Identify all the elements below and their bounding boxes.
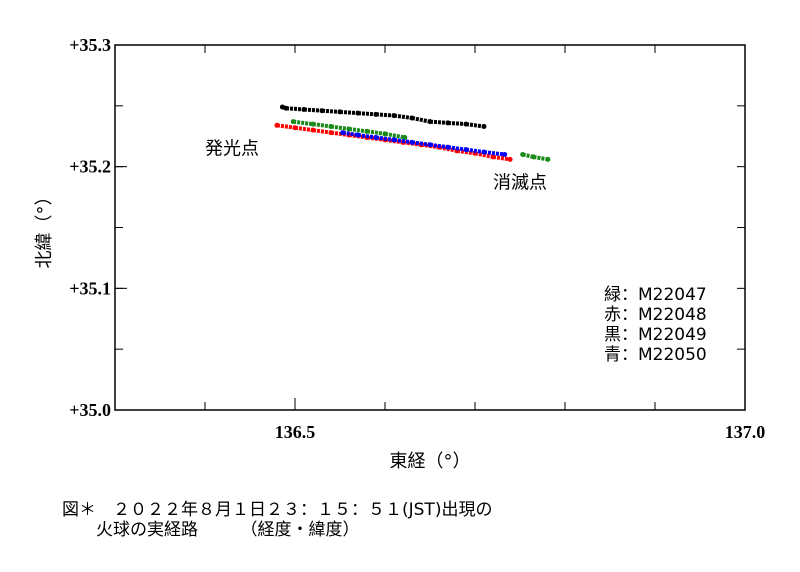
data-point <box>402 134 408 140</box>
series-trail <box>357 133 377 140</box>
series-trail <box>285 106 305 112</box>
figure-caption: 図＊ ２０２２年８月１日２３：１５：５１(JST)出現の 火球の実経路 （経度・… <box>62 500 492 540</box>
series-trail <box>393 113 413 120</box>
data-point <box>274 122 280 128</box>
legend-entry: 赤：M22048 <box>604 305 707 325</box>
legend-entry: 黒：M22049 <box>604 325 707 345</box>
data-point <box>545 156 551 162</box>
x-tick-label: 136.5 <box>275 422 316 442</box>
data-point <box>507 156 513 162</box>
series-trail <box>339 109 359 116</box>
series-trail <box>321 108 341 114</box>
series-trail <box>330 130 350 138</box>
data-point <box>328 130 334 136</box>
series-trail <box>384 131 406 140</box>
series-trail <box>312 128 332 135</box>
data-point <box>340 130 346 136</box>
data-point <box>290 119 296 125</box>
series-trail <box>292 119 314 127</box>
series-trail <box>429 142 449 150</box>
data-point <box>481 124 487 130</box>
annotation-label: 消滅点 <box>493 173 547 194</box>
caption-line-1: 図＊ ２０２２年８月１日２３：１５：５１(JST)出現の <box>62 500 493 520</box>
series-trail <box>447 145 467 152</box>
data-point <box>364 128 370 134</box>
series-trail <box>447 120 467 127</box>
series-trail <box>303 107 323 113</box>
data-point <box>373 134 379 140</box>
data-point <box>481 149 487 155</box>
data-point <box>427 142 433 148</box>
series-trail <box>366 129 386 136</box>
series-trail <box>465 147 485 155</box>
x-tick-label: 137.0 <box>725 422 766 442</box>
series-trail <box>294 125 314 133</box>
data-point <box>337 109 343 115</box>
data-point <box>463 147 469 153</box>
series-trail <box>411 116 431 124</box>
data-point <box>283 105 289 111</box>
data-point <box>445 144 451 150</box>
series-trail <box>429 119 449 125</box>
series-trail <box>375 135 395 142</box>
y-tick-label: +35.0 <box>69 400 111 420</box>
series-trail <box>312 122 332 129</box>
data-point <box>355 132 361 138</box>
series-trail <box>411 140 431 147</box>
data-point <box>310 121 316 127</box>
series-trail <box>330 124 350 131</box>
data-point <box>382 131 388 137</box>
annotation-label: 発光点 <box>205 139 259 160</box>
series-trail <box>465 122 485 129</box>
series-trail <box>357 111 377 117</box>
x-axis-label: 東経（°） <box>390 451 471 472</box>
caption-line-2: 火球の実経路 （経度・緯度） <box>62 520 360 540</box>
series-trail <box>342 130 359 138</box>
series-trail <box>348 126 368 134</box>
series-trail <box>375 112 395 118</box>
data-point <box>391 137 397 143</box>
series-trail <box>393 137 413 145</box>
legend-entry: 青：M22050 <box>604 345 707 365</box>
data-point <box>427 119 433 125</box>
data-point <box>301 106 307 112</box>
data-point <box>502 152 508 157</box>
data-point <box>520 152 526 157</box>
data-point <box>531 154 536 160</box>
data-point <box>292 125 298 131</box>
data-point <box>409 139 415 145</box>
y-tick-label: +35.3 <box>69 35 111 55</box>
series-trail <box>492 154 511 162</box>
data-point <box>391 113 397 119</box>
data-point <box>490 154 496 160</box>
data-point <box>463 121 469 127</box>
data-point <box>373 111 379 117</box>
data-point <box>310 127 316 133</box>
data-point <box>346 126 352 132</box>
data-point <box>328 124 334 130</box>
series-trail <box>483 150 505 157</box>
data-point <box>319 108 325 114</box>
series-trail <box>276 123 296 130</box>
data-point <box>445 120 451 126</box>
legend-entry: 緑：M22047 <box>604 285 707 305</box>
data-point <box>409 115 415 121</box>
y-tick-label: +35.2 <box>69 157 111 177</box>
y-tick-label: +35.1 <box>69 278 111 298</box>
y-axis-label: 北緯（°） <box>34 188 55 269</box>
series-trail <box>474 151 494 159</box>
data-point <box>355 110 361 116</box>
